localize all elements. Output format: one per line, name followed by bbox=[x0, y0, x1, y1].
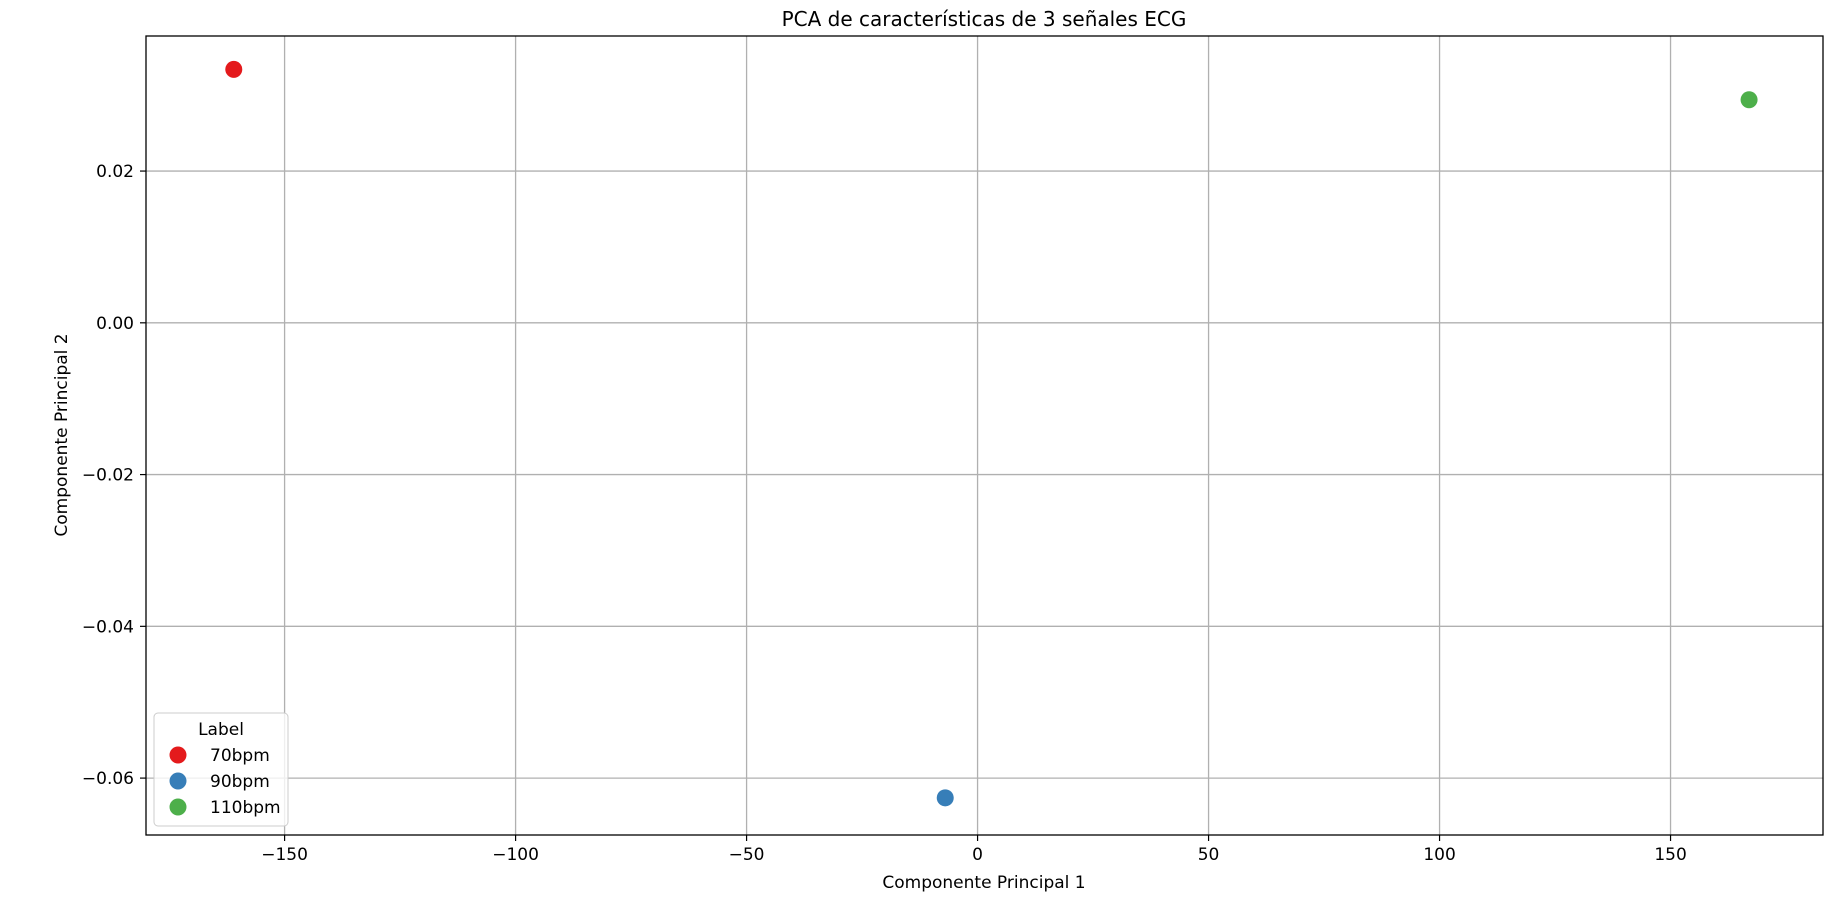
x-tick-label: −50 bbox=[729, 845, 765, 865]
legend-label-90bpm: 90bpm bbox=[210, 772, 270, 792]
legend-marker-110bpm bbox=[169, 798, 187, 816]
data-point-70bpm bbox=[225, 60, 243, 78]
y-tick-label: 0.02 bbox=[96, 162, 134, 182]
y-tick-label: −0.04 bbox=[82, 617, 134, 637]
x-tick-label: −100 bbox=[492, 845, 539, 865]
axis-ticks: −150 −100 −50 0 50 100 150 −0.06 −0.04 −0.02 0.00 0… bbox=[82, 162, 1687, 865]
legend-label-110bpm: 110bpm bbox=[210, 798, 281, 818]
legend-box bbox=[153, 712, 289, 827]
grid bbox=[146, 36, 1823, 835]
legend-marker-70bpm bbox=[169, 746, 187, 764]
data-point-110bpm bbox=[1740, 91, 1758, 109]
plot-area-frame bbox=[145, 35, 1824, 836]
y-axis-label: Componente Principal 2 bbox=[52, 333, 72, 536]
legend: Label 70bpm 90bpm 110bpm bbox=[153, 712, 289, 827]
legend-title: Label bbox=[198, 720, 244, 740]
x-axis-label: Componente Principal 1 bbox=[882, 873, 1085, 893]
x-tick-label: 100 bbox=[1423, 845, 1455, 865]
x-tick-label: 0 bbox=[972, 845, 983, 865]
x-tick-label: 50 bbox=[1198, 845, 1220, 865]
x-tick-label: 150 bbox=[1654, 845, 1686, 865]
chart-title: PCA de características de 3 señales ECG bbox=[782, 7, 1187, 31]
legend-marker-90bpm bbox=[169, 772, 187, 790]
y-tick-label: 0.00 bbox=[96, 314, 134, 334]
x-tick-label: −150 bbox=[261, 845, 308, 865]
y-tick-label: −0.02 bbox=[82, 466, 134, 486]
data-points bbox=[225, 60, 1758, 807]
legend-label-70bpm: 70bpm bbox=[210, 746, 270, 766]
y-tick-label: −0.06 bbox=[82, 769, 134, 789]
data-point-90bpm bbox=[936, 789, 954, 807]
legend-items: 70bpm 90bpm 110bpm bbox=[169, 746, 281, 818]
